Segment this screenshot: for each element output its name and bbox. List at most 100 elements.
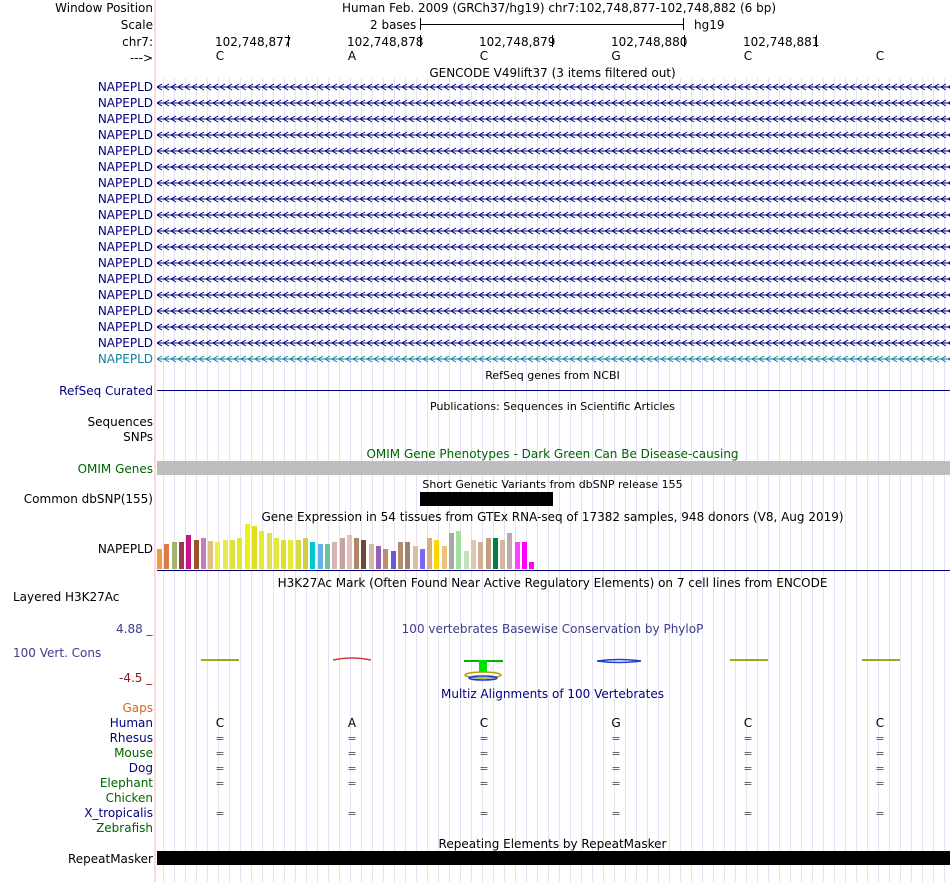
species-label-zebrafish[interactable]: Zebrafish <box>96 821 153 835</box>
repeatmasker-track-title[interactable]: Repeating Elements by RepeatMasker <box>438 837 667 851</box>
gencode-transcript[interactable] <box>157 274 950 284</box>
gtex-tissue-bar[interactable] <box>303 538 308 569</box>
gtex-tissue-bar[interactable] <box>354 538 360 569</box>
gtex-tissue-bar[interactable] <box>288 540 294 569</box>
gencode-transcript[interactable] <box>157 98 950 108</box>
gtex-tissue-bar[interactable] <box>266 533 272 569</box>
gtex-tissue-bar[interactable] <box>230 540 235 569</box>
gencode-transcript[interactable] <box>157 178 950 188</box>
gencode-transcript[interactable] <box>157 306 950 316</box>
gtex-tissue-bar[interactable] <box>405 542 411 569</box>
h3k27ac-track-title[interactable]: H3K27Ac Mark (Often Found Near Active Re… <box>277 576 828 590</box>
gtex-tissue-bar[interactable] <box>164 544 170 569</box>
gencode-gene-label[interactable]: NAPEPLD <box>97 224 153 238</box>
gtex-tissue-bar[interactable] <box>492 538 498 569</box>
h3k27ac-track-label[interactable]: Layered H3K27Ac <box>13 590 120 604</box>
gtex-tissue-bar[interactable] <box>317 544 323 569</box>
gtex-tissue-bar[interactable] <box>157 549 162 569</box>
gencode-transcript[interactable] <box>157 290 950 300</box>
gencode-gene-label[interactable]: NAPEPLD <box>97 96 153 110</box>
cons-track-title[interactable]: 100 vertebrates Basewise Conservation by… <box>401 622 704 636</box>
gtex-tissue-bar[interactable] <box>361 540 367 569</box>
gtex-tissue-bar[interactable] <box>412 546 418 569</box>
gencode-track-title[interactable]: GENCODE V49lift37 (3 items filtered out) <box>429 66 676 80</box>
species-label-rhesus[interactable]: Rhesus <box>109 731 153 745</box>
gencode-gene-label[interactable]: NAPEPLD <box>97 240 153 254</box>
gtex-tissue-bar[interactable] <box>522 542 527 569</box>
refseq-track-title[interactable]: RefSeq genes from NCBI <box>485 369 620 382</box>
gtex-tissue-bar[interactable] <box>244 524 250 569</box>
gencode-transcript[interactable] <box>157 226 950 236</box>
gtex-tissue-bar[interactable] <box>478 542 484 569</box>
gtex-tissue-bar[interactable] <box>434 540 440 569</box>
gtex-track-label[interactable]: NAPEPLD <box>97 542 153 556</box>
gtex-tissue-bar[interactable] <box>368 544 374 569</box>
species-label-x-tropicalis[interactable]: X_tropicalis <box>84 806 153 820</box>
publications-label-sequences[interactable]: Sequences <box>87 415 153 429</box>
gencode-transcript[interactable] <box>157 338 950 348</box>
gencode-gene-label[interactable]: NAPEPLD <box>97 272 153 286</box>
gencode-transcript[interactable] <box>157 354 950 364</box>
gtex-tissue-bar[interactable] <box>171 542 177 569</box>
multiz-track-title[interactable]: Multiz Alignments of 100 Vertebrates <box>440 687 665 701</box>
gtex-tissue-bar[interactable] <box>419 549 425 569</box>
gencode-gene-label[interactable]: NAPEPLD <box>97 352 153 366</box>
omim-feature[interactable] <box>157 461 950 475</box>
gencode-gene-label[interactable]: NAPEPLD <box>97 128 153 142</box>
gencode-gene-label[interactable]: NAPEPLD <box>97 208 153 222</box>
gencode-transcript[interactable] <box>157 194 950 204</box>
gencode-transcript[interactable] <box>157 130 950 140</box>
gtex-tissue-bar[interactable] <box>470 540 476 569</box>
gtex-tissue-bar[interactable] <box>449 533 454 569</box>
gtex-tissue-bar[interactable] <box>208 541 214 569</box>
gtex-tissue-bar[interactable] <box>237 538 243 569</box>
gtex-tissue-bar[interactable] <box>310 542 316 569</box>
gtex-tissue-bar[interactable] <box>281 540 287 569</box>
gtex-tissue-bar[interactable] <box>295 540 301 569</box>
omim-track-title[interactable]: OMIM Gene Phenotypes - Dark Green Can Be… <box>366 447 739 461</box>
omim-track-label[interactable]: OMIM Genes <box>77 462 153 476</box>
gencode-transcript[interactable] <box>157 322 950 332</box>
species-label-chicken[interactable]: Chicken <box>105 791 153 805</box>
gtex-tissue-bar[interactable] <box>485 538 491 569</box>
gtex-tissue-bar[interactable] <box>390 551 396 569</box>
gencode-transcript[interactable] <box>157 242 950 252</box>
gtex-tissue-bar[interactable] <box>456 531 462 569</box>
gtex-tissue-bar[interactable] <box>200 538 206 569</box>
species-label-mouse[interactable]: Mouse <box>114 746 153 760</box>
gtex-tissue-bar[interactable] <box>427 538 433 569</box>
gencode-gene-label[interactable]: NAPEPLD <box>97 176 153 190</box>
gencode-gene-label[interactable]: NAPEPLD <box>97 304 153 318</box>
gencode-gene-label[interactable]: NAPEPLD <box>97 320 153 334</box>
gtex-tissue-bar[interactable] <box>507 533 513 569</box>
gtex-tissue-bar[interactable] <box>383 549 389 569</box>
gtex-tissue-bar[interactable] <box>500 540 506 569</box>
gtex-tissue-bar[interactable] <box>376 546 381 569</box>
species-label-dog[interactable]: Dog <box>128 761 153 775</box>
gtex-tissue-bar[interactable] <box>193 540 199 569</box>
gtex-tissue-bar[interactable] <box>339 538 345 569</box>
publications-track-title[interactable]: Publications: Sequences in Scientific Ar… <box>430 400 675 413</box>
gtex-tissue-bar[interactable] <box>346 535 352 569</box>
gtex-tissue-bar[interactable] <box>463 551 469 569</box>
gtex-tissue-bar[interactable] <box>215 542 221 569</box>
gencode-gene-label[interactable]: NAPEPLD <box>97 256 153 270</box>
repeatmasker-track-label[interactable]: RepeatMasker <box>67 852 153 866</box>
gtex-tissue-bar[interactable] <box>529 562 535 569</box>
gencode-gene-label[interactable]: NAPEPLD <box>97 160 153 174</box>
gtex-track-title[interactable]: Gene Expression in 54 tissues from GTEx … <box>261 510 844 524</box>
gtex-tissue-bar[interactable] <box>332 542 338 569</box>
refseq-track-label[interactable]: RefSeq Curated <box>59 384 153 398</box>
gencode-transcript[interactable] <box>157 114 950 124</box>
gencode-gene-label[interactable]: NAPEPLD <box>97 80 153 94</box>
gtex-tissue-bar[interactable] <box>273 538 279 569</box>
multiz-gaps-label[interactable]: Gaps <box>122 701 153 715</box>
gtex-tissue-bar[interactable] <box>324 544 330 569</box>
repeatmasker-feature[interactable] <box>157 851 950 865</box>
gencode-gene-label[interactable]: NAPEPLD <box>97 336 153 350</box>
gencode-gene-label[interactable]: NAPEPLD <box>97 192 153 206</box>
gtex-tissue-bar[interactable] <box>222 540 228 569</box>
gencode-gene-label[interactable]: NAPEPLD <box>97 288 153 302</box>
gtex-tissue-bar[interactable] <box>441 546 447 569</box>
dbsnp-track-title[interactable]: Short Genetic Variants from dbSNP releas… <box>422 478 683 491</box>
